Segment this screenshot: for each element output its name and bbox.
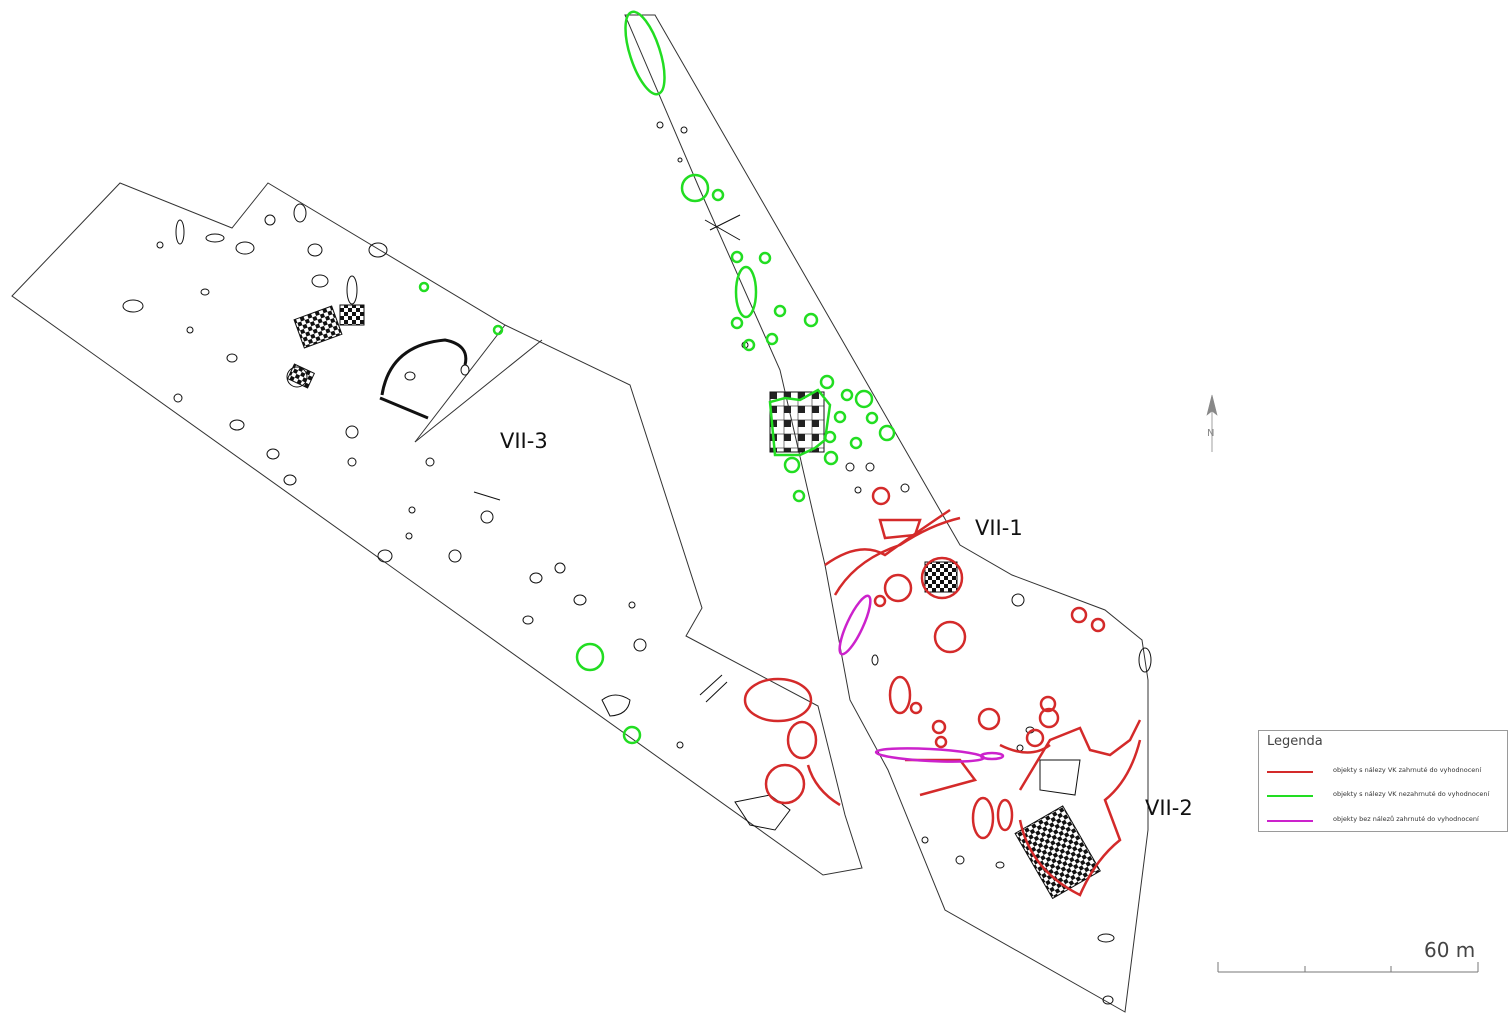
red-features: [743, 486, 1142, 897]
legend: Legenda objekty s nálezy VK zahrnuté do …: [1258, 730, 1508, 832]
legend-item-red: objekty s nálezy VK zahrnuté do vyhodnoc…: [1267, 765, 1503, 779]
legend-swatch-magenta: [1267, 820, 1313, 822]
north-arrow-icon: N: [1206, 394, 1218, 452]
scale-bar: [1217, 962, 1479, 973]
legend-swatch-green: [1267, 795, 1313, 797]
legend-label-magenta: objekty bez nálezů zahrnuté do vyhodnoce…: [1333, 815, 1479, 823]
area-label-vii2: VII-2: [1145, 796, 1193, 820]
area-label-vii3: VII-3: [500, 429, 548, 453]
archaeological-features: [122, 121, 1152, 1005]
legend-item-green: objekty s nálezy VK nezahrnuté do vyhodn…: [1267, 789, 1503, 803]
site-outlines: [11, 14, 1149, 1013]
legend-item-magenta: objekty bez nálezů zahrnuté do vyhodnoce…: [1267, 814, 1503, 828]
legend-label-green: objekty s nálezy VK nezahrnuté do vyhodn…: [1333, 790, 1490, 798]
green-features: [418, 10, 896, 745]
area-label-vii1: VII-1: [975, 516, 1023, 540]
legend-label-red: objekty s nálezy VK zahrnuté do vyhodnoc…: [1333, 766, 1482, 774]
area-vii3-inner-boundary: [414, 324, 506, 443]
area-vii3-outline: [11, 182, 863, 876]
north-arrow-letter: N: [1207, 428, 1214, 439]
magenta-features: [838, 594, 1005, 763]
area-vii1-outline: [624, 14, 1149, 1013]
scale-bar-label: 60 m: [1424, 938, 1476, 962]
legend-swatch-red: [1267, 771, 1313, 773]
legend-title: Legenda: [1267, 734, 1323, 749]
